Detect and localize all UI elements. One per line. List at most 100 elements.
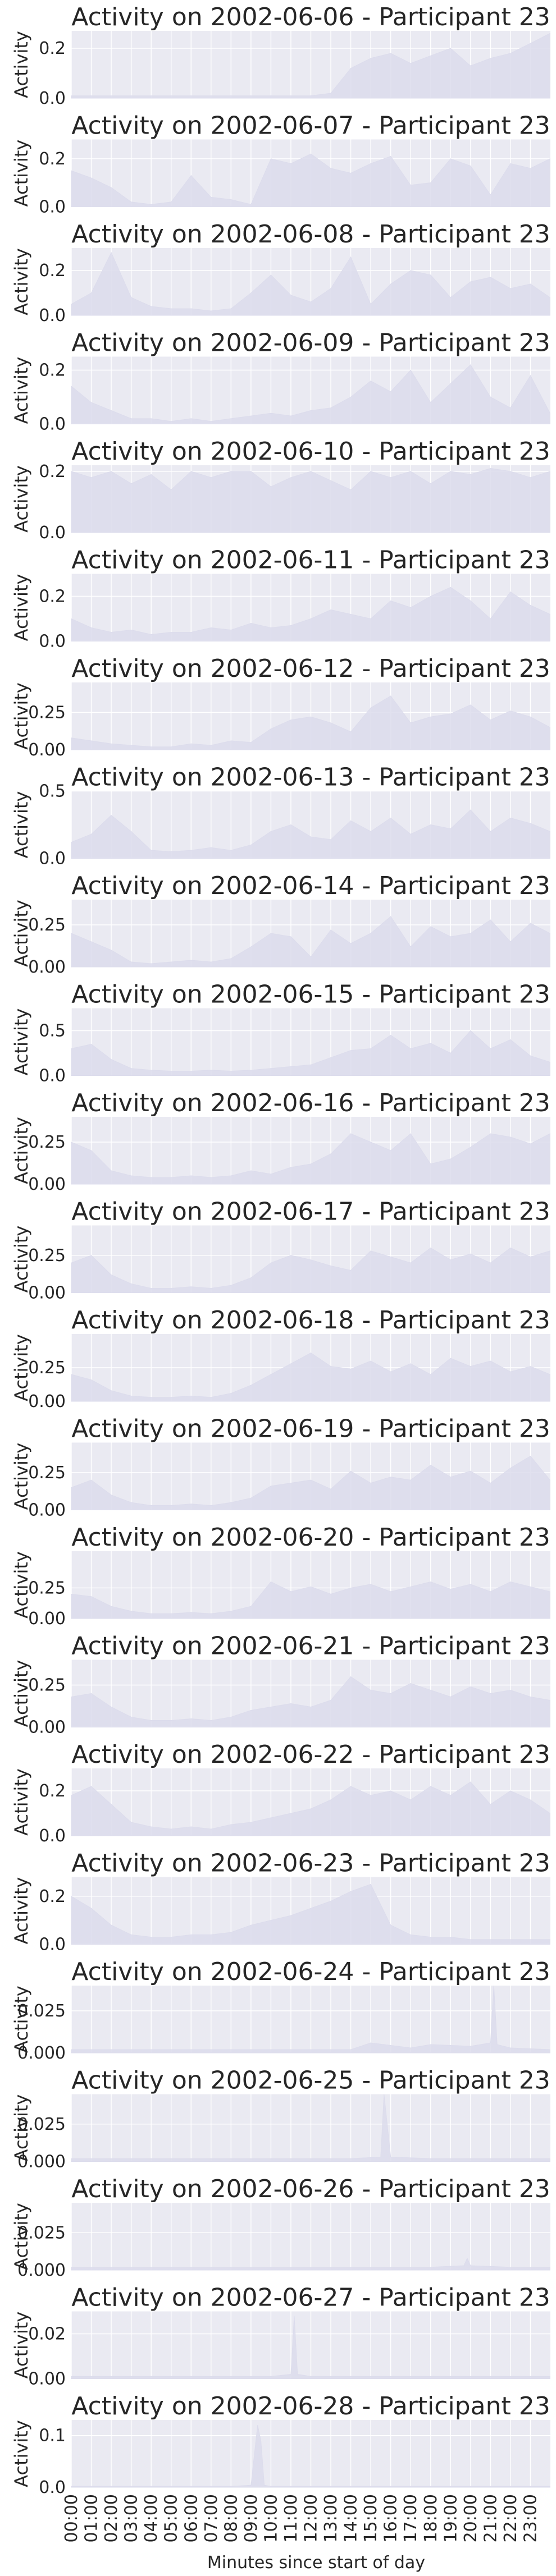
y-tick-label: 0.25: [28, 915, 66, 935]
chart-panel: Activity on 2002-06-16 - Participant 23 0…: [11, 1089, 550, 1194]
y-axis-label: Activity: [11, 2312, 32, 2379]
y-tick-label: 0.5: [39, 782, 66, 801]
y-axis-label: Activity: [11, 2420, 32, 2487]
y-tick-label: 0.0: [39, 632, 66, 652]
chart-panel: Activity on 2002-06-22 - Participant 230…: [11, 1740, 550, 1846]
x-tick-label: 13:00: [321, 2494, 341, 2542]
chart-title: Activity on 2002-06-22 - Participant 23: [71, 1740, 550, 1769]
chart-title: Activity on 2002-06-21 - Participant 23: [71, 1632, 550, 1661]
activity-series: [71, 251, 550, 316]
chart-title: Activity on 2002-06-19 - Participant 23: [71, 1415, 550, 1443]
y-tick-label: 0.2: [39, 261, 66, 281]
chart-panel: Activity on 2002-06-18 - Participant 23 0…: [11, 1306, 550, 1411]
y-tick-label: 0.0: [39, 89, 66, 108]
y-axis-label: Activity: [11, 900, 32, 967]
activity-series: [71, 1030, 550, 1076]
y-axis-label: Activity: [11, 1768, 32, 1836]
activity-series: [71, 1247, 550, 1293]
x-tick-label: 18:00: [421, 2494, 441, 2542]
x-tick-label: 06:00: [181, 2494, 201, 2542]
y-axis-label: Activity: [11, 2094, 32, 2162]
y-axis-label: Activity: [11, 1877, 32, 1945]
x-axis: 00:00 01:00 02:00 03:00 04:00 05:00 06:00 07:00…: [62, 2494, 540, 2542]
activity-series: [71, 2316, 550, 2379]
y-axis-label: Activity: [11, 1551, 32, 1619]
y-tick-label: 0.2: [39, 1781, 66, 1801]
chart-title: Activity on 2002-06-13 - Participant 23: [71, 763, 550, 792]
x-axis-label: Minutes since start of day: [207, 2553, 425, 2573]
activity-series: [71, 1133, 550, 1185]
activity-series: [71, 33, 550, 99]
y-tick-label: 0.02: [28, 2325, 66, 2344]
y-axis-label: Activity: [11, 1009, 32, 1076]
y-axis-label: Activity: [11, 357, 32, 424]
x-tick-label: 03:00: [122, 2494, 142, 2542]
chart-panel: Activity on 2002-06-21 - Participant 23 0…: [11, 1632, 550, 1738]
y-tick-label: 0.1: [39, 2426, 66, 2446]
y-tick-label: 0.0: [39, 1826, 66, 1846]
y-axis-label: Activity: [11, 682, 32, 750]
chart-panel: Activity on 2002-06-27 - Participant 23 0…: [11, 2284, 550, 2389]
y-axis-label: Activity: [11, 140, 32, 207]
y-axis-label: Activity: [11, 248, 32, 315]
y-axis-label: Activity: [11, 1117, 32, 1184]
chart-panel: Activity on 2002-06-09 - Participant 230…: [11, 329, 550, 434]
y-tick-label: 0.2: [39, 361, 66, 381]
y-tick-label: 0.0: [39, 523, 66, 543]
y-axis-label: Activity: [11, 2203, 32, 2270]
chart-title: Activity on 2002-06-16 - Participant 23: [71, 1089, 550, 1117]
y-axis-label: Activity: [11, 1443, 32, 1510]
y-tick-label: 0.025: [17, 2223, 66, 2243]
chart-panel: Activity on 2002-06-26 - Participant 230…: [11, 2175, 550, 2280]
x-tick-label: 00:00: [62, 2494, 81, 2542]
x-tick-label: 17:00: [401, 2494, 421, 2542]
x-tick-label: 11:00: [281, 2494, 301, 2542]
x-tick-label: 14:00: [341, 2494, 361, 2542]
y-tick-label: 0.0: [39, 849, 66, 869]
chart-panel: Activity on 2002-06-13 - Participant 23 0…: [11, 763, 550, 869]
y-tick-label: 0.2: [39, 462, 66, 482]
chart-title: Activity on 2002-06-28 - Participant 23: [71, 2392, 550, 2421]
x-tick-label: 16:00: [381, 2494, 401, 2542]
activity-series: [71, 153, 550, 207]
y-tick-label: 0.00: [28, 1501, 66, 1520]
y-tick-label: 0.2: [39, 1887, 66, 1906]
y-axis-label: Activity: [11, 1660, 32, 1727]
y-tick-label: 0.0: [39, 306, 66, 326]
x-tick-label: 20:00: [461, 2494, 481, 2542]
y-tick-label: 0.2: [39, 149, 66, 169]
activity-series: [71, 1353, 550, 1402]
x-tick-label: 02:00: [102, 2494, 121, 2542]
activity-series: [71, 1581, 550, 1619]
y-tick-label: 0.00: [28, 1718, 66, 1738]
y-tick-label: 0.00: [28, 957, 66, 977]
y-tick-label: 0.0: [39, 2478, 66, 2497]
chart-panel: Activity on 2002-06-08 - Participant 230…: [11, 220, 550, 326]
chart-title: Activity on 2002-06-10 - Participant 23: [71, 437, 550, 466]
chart-panel: Activity on 2002-06-12 - Participant 23 0…: [11, 654, 550, 760]
chart-title: Activity on 2002-06-25 - Participant 23: [71, 2066, 550, 2095]
chart-panel: Activity on 2002-06-11 - Participant 23 0…: [11, 546, 550, 652]
chart-panel: Activity on 2002-06-17 - Participant 230…: [11, 1198, 550, 1303]
y-tick-label: 0.00: [28, 1392, 66, 1411]
y-axis-label: Activity: [11, 1226, 32, 1293]
activity-series: [71, 1985, 550, 2054]
chart-panel: Activity on 2002-06-10 - Participant 230…: [11, 437, 550, 543]
x-tick-label: 04:00: [142, 2494, 161, 2542]
activity-series: [71, 916, 550, 968]
chart-title: Activity on 2002-06-18 - Participant 23: [71, 1306, 550, 1335]
chart-panel: Activity on 2002-06-15 - Participant 230…: [11, 980, 550, 1086]
chart-title: Activity on 2002-06-06 - Participant 23: [71, 3, 550, 31]
y-axis-label: Activity: [11, 1986, 32, 2053]
y-tick-label: 0.0: [39, 415, 66, 434]
chart-panel: Activity on 2002-06-28 - Participant 230…: [11, 2392, 550, 2497]
y-tick-label: 0.2: [39, 39, 66, 58]
y-tick-label: 0.025: [17, 2001, 66, 2021]
y-tick-label: 0.000: [17, 2261, 66, 2280]
chart-title: Activity on 2002-06-09 - Participant 23: [71, 329, 550, 357]
chart-panel: Activity on 2002-06-24 - Participant 230…: [11, 1958, 550, 2063]
y-tick-label: 0.00: [28, 740, 66, 760]
chart-title: Activity on 2002-06-17 - Participant 23: [71, 1198, 550, 1226]
chart-title: Activity on 2002-06-11 - Participant 23: [71, 546, 550, 575]
y-tick-label: 0.25: [28, 703, 66, 722]
